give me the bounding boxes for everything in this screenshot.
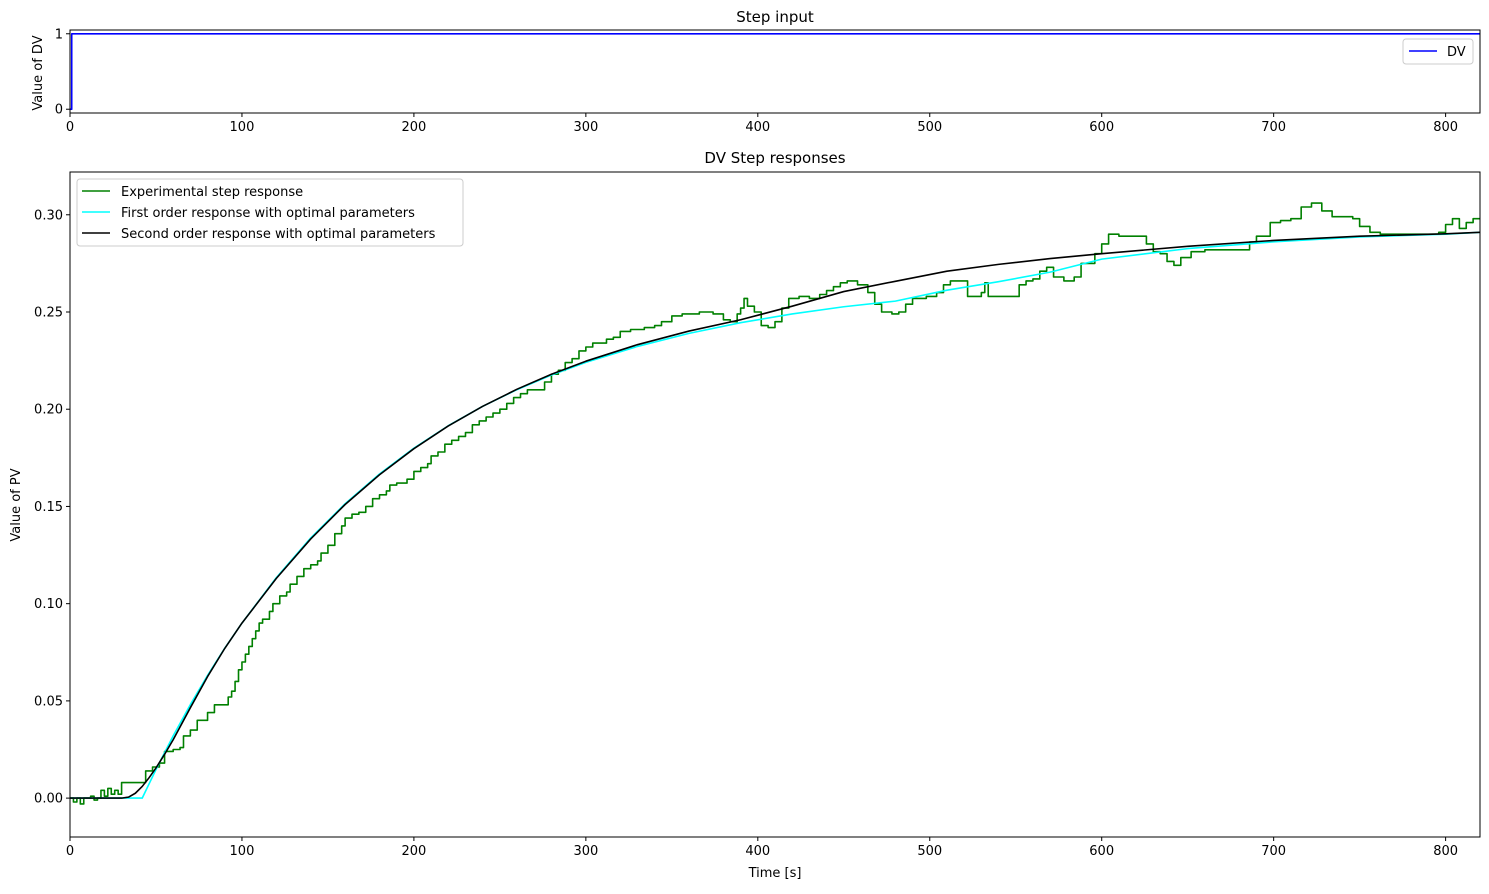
step-responses-xlabel: Time [s] — [748, 866, 802, 881]
step-responses-ticks: 0 100 200 300 400 500 600 700 800 0.00 0.05 0.10 0.1… — [34, 208, 1458, 859]
step-responses-axes-frame — [69, 171, 1481, 838]
step-responses-plot-area — [70, 202, 1480, 805]
step-responses-ytick-label: 0.20 — [34, 403, 63, 418]
step-responses-ytick-label: 0.15 — [34, 500, 63, 515]
step-input-subplot: Step input Value of DV 0 100 200 300 400 500 6… — [31, 8, 1481, 135]
step-input-legend: DV — [1402, 38, 1474, 65]
step-input-ylabel: Value of DV — [31, 35, 46, 110]
step-responses-subplot: DV Step responses Value of PV Time [s] 0… — [9, 149, 1481, 881]
step-responses-xtick-label: 600 — [1089, 844, 1114, 859]
step-responses-xtick-label: 100 — [230, 844, 255, 859]
legend-experimental-label: Experimental step response — [121, 185, 303, 200]
step-responses-ytick-label: 0.30 — [34, 208, 63, 223]
step-input-xtick-label: 400 — [745, 120, 770, 135]
step-responses-xtick-label: 300 — [573, 844, 598, 859]
step-input-xtick-label: 500 — [917, 120, 942, 135]
step-input-ytick-label: 0 — [55, 103, 63, 118]
step-responses-series-2-line — [70, 231, 1480, 799]
step-responses-series-group — [70, 202, 1480, 805]
step-responses-title: DV Step responses — [704, 149, 845, 167]
step-input-title: Step input — [736, 8, 814, 26]
step-input-series-0-line — [70, 32, 1480, 111]
step-input-plot-area — [70, 32, 1480, 111]
step-responses-ytick-label: 0.05 — [34, 694, 63, 709]
step-responses-xtick-label: 200 — [401, 844, 426, 859]
step-input-xtick-label: 0 — [66, 120, 74, 135]
legend-frame — [76, 178, 464, 247]
step-input-xtick-label: 100 — [230, 120, 255, 135]
step-input-xtick-label: 200 — [401, 120, 426, 135]
step-input-ticks: 0 100 200 300 400 500 600 700 800 0 1 — [55, 27, 1458, 135]
step-responses-ytick-label: 0.25 — [34, 306, 63, 321]
step-input-xtick-label: 600 — [1089, 120, 1114, 135]
step-input-xtick-label: 800 — [1433, 120, 1458, 135]
step-responses-ytick-label: 0.00 — [34, 792, 63, 807]
step-responses-ylabel: Value of PV — [9, 468, 24, 541]
step-responses-xtick-label: 800 — [1433, 844, 1458, 859]
step-input-axes-frame — [69, 29, 1481, 114]
step-responses-ytick-label: 0.10 — [34, 597, 63, 612]
legend-frame — [1402, 38, 1474, 65]
step-responses-series-0-line — [70, 202, 1480, 805]
step-responses-legend: Experimental step response First order r… — [76, 178, 464, 247]
step-input-xtick-label: 300 — [573, 120, 598, 135]
legend-first-order-label: First order response with optimal parame… — [121, 206, 415, 221]
legend-second-order-label: Second order response with optimal param… — [121, 227, 436, 242]
step-input-series-group — [70, 32, 1480, 111]
step-responses-xtick-label: 700 — [1261, 844, 1286, 859]
legend-dv-label: DV — [1447, 45, 1466, 60]
step-input-ytick-label: 1 — [55, 27, 63, 42]
step-responses-xtick-label: 500 — [917, 844, 942, 859]
step-responses-xtick-label: 0 — [66, 844, 74, 859]
step-responses-xtick-label: 400 — [745, 844, 770, 859]
step-input-xtick-label: 700 — [1261, 120, 1286, 135]
